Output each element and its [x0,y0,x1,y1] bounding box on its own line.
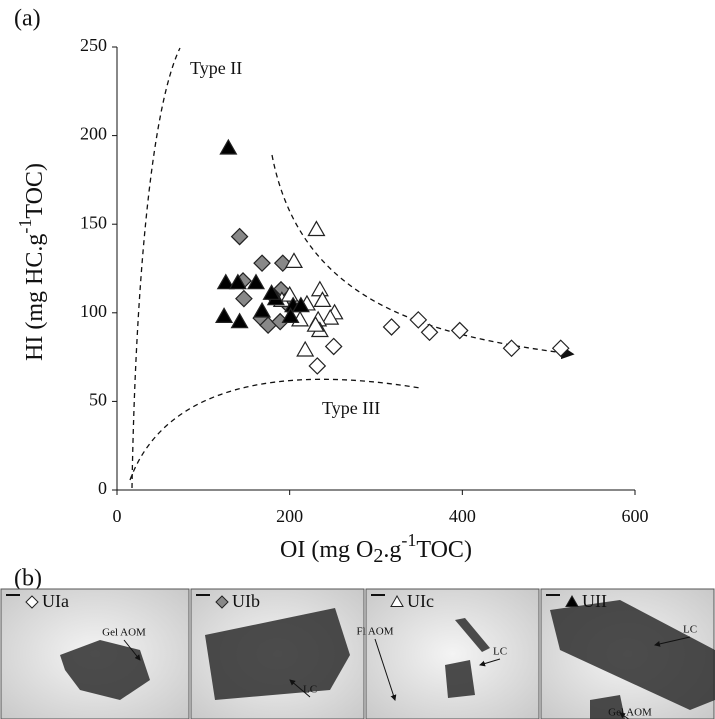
label-part: -1 [15,219,35,234]
legend-label: UIb [232,591,260,611]
legend-label: UII [582,591,607,611]
x-axis-label: OI (mg O2.g-1TOC) [280,530,472,566]
x-tick-label: 200 [276,506,303,526]
x-tick-label: 0 [113,506,122,526]
pointer-arrow [123,639,141,661]
photo-annotation: Gel AOM [608,707,652,719]
particle [445,618,490,698]
photo-annotation: LC [493,646,507,658]
legend-label: UIa [42,591,69,611]
point [420,323,439,342]
label-part: OI (mg O [280,537,373,563]
y-tick-label: 100 [80,301,107,321]
point [450,321,469,340]
point [313,291,332,307]
y-tick-label: 150 [80,212,107,232]
x-tick-label: 400 [449,506,476,526]
point [306,315,325,332]
evolution-curve [271,154,575,360]
annotation: Type II [190,58,242,78]
point [262,284,281,300]
point [296,340,315,357]
point [308,357,327,375]
photo-annotation: Gel AOM [102,627,146,639]
point [219,138,238,155]
legend-marker [215,595,229,609]
particle [205,608,350,700]
point [253,254,271,273]
point [310,280,329,297]
point [230,227,249,246]
type-iii-curve [129,378,421,481]
point [235,289,253,308]
photo-annotation: LC [683,624,697,636]
x-tick-label: 600 [622,506,649,526]
point [307,220,326,237]
point [215,307,234,323]
point [291,296,310,313]
pointer-arrow [479,658,501,667]
pointer-arrow [374,638,397,701]
point [253,301,272,318]
y-tick-label: 250 [80,35,107,55]
particle [550,600,715,719]
type-ii-curve [131,47,181,489]
panel-label: (b) [14,566,42,592]
legend-label: UIc [407,591,434,611]
point [409,311,428,329]
y-tick-label: 200 [80,124,107,144]
annotation: Type III [322,398,380,418]
panel-label: (a) [14,6,41,32]
point [216,273,235,290]
point [281,307,300,323]
legend-marker [390,594,404,607]
pointer-arrow [654,636,691,647]
pointer-arrow [289,679,311,698]
y-tick-label: 50 [89,390,107,410]
point [324,337,343,356]
y-tick-label: 0 [98,478,107,498]
point [321,308,340,325]
point [502,339,521,358]
label-part: -1 [401,530,416,550]
point [284,252,304,269]
particle [60,640,150,700]
micrograph [365,588,540,719]
legend-marker [25,595,39,609]
label-part: HI (mg HC.g [22,234,48,361]
label-part: TOC) [22,163,48,219]
label-part: .g [383,537,401,563]
photo-annotation: LC [303,684,317,696]
point [551,339,570,358]
label-part: 2 [373,545,383,567]
point [228,273,247,290]
point [382,318,401,336]
photo-annotation: Fl AOM [357,626,394,638]
point [230,312,249,329]
legend-marker [565,594,579,607]
y-axis-label: HI (mg HC.g-1TOC) [15,163,47,361]
point [246,273,266,290]
label-part: TOC) [416,537,472,563]
